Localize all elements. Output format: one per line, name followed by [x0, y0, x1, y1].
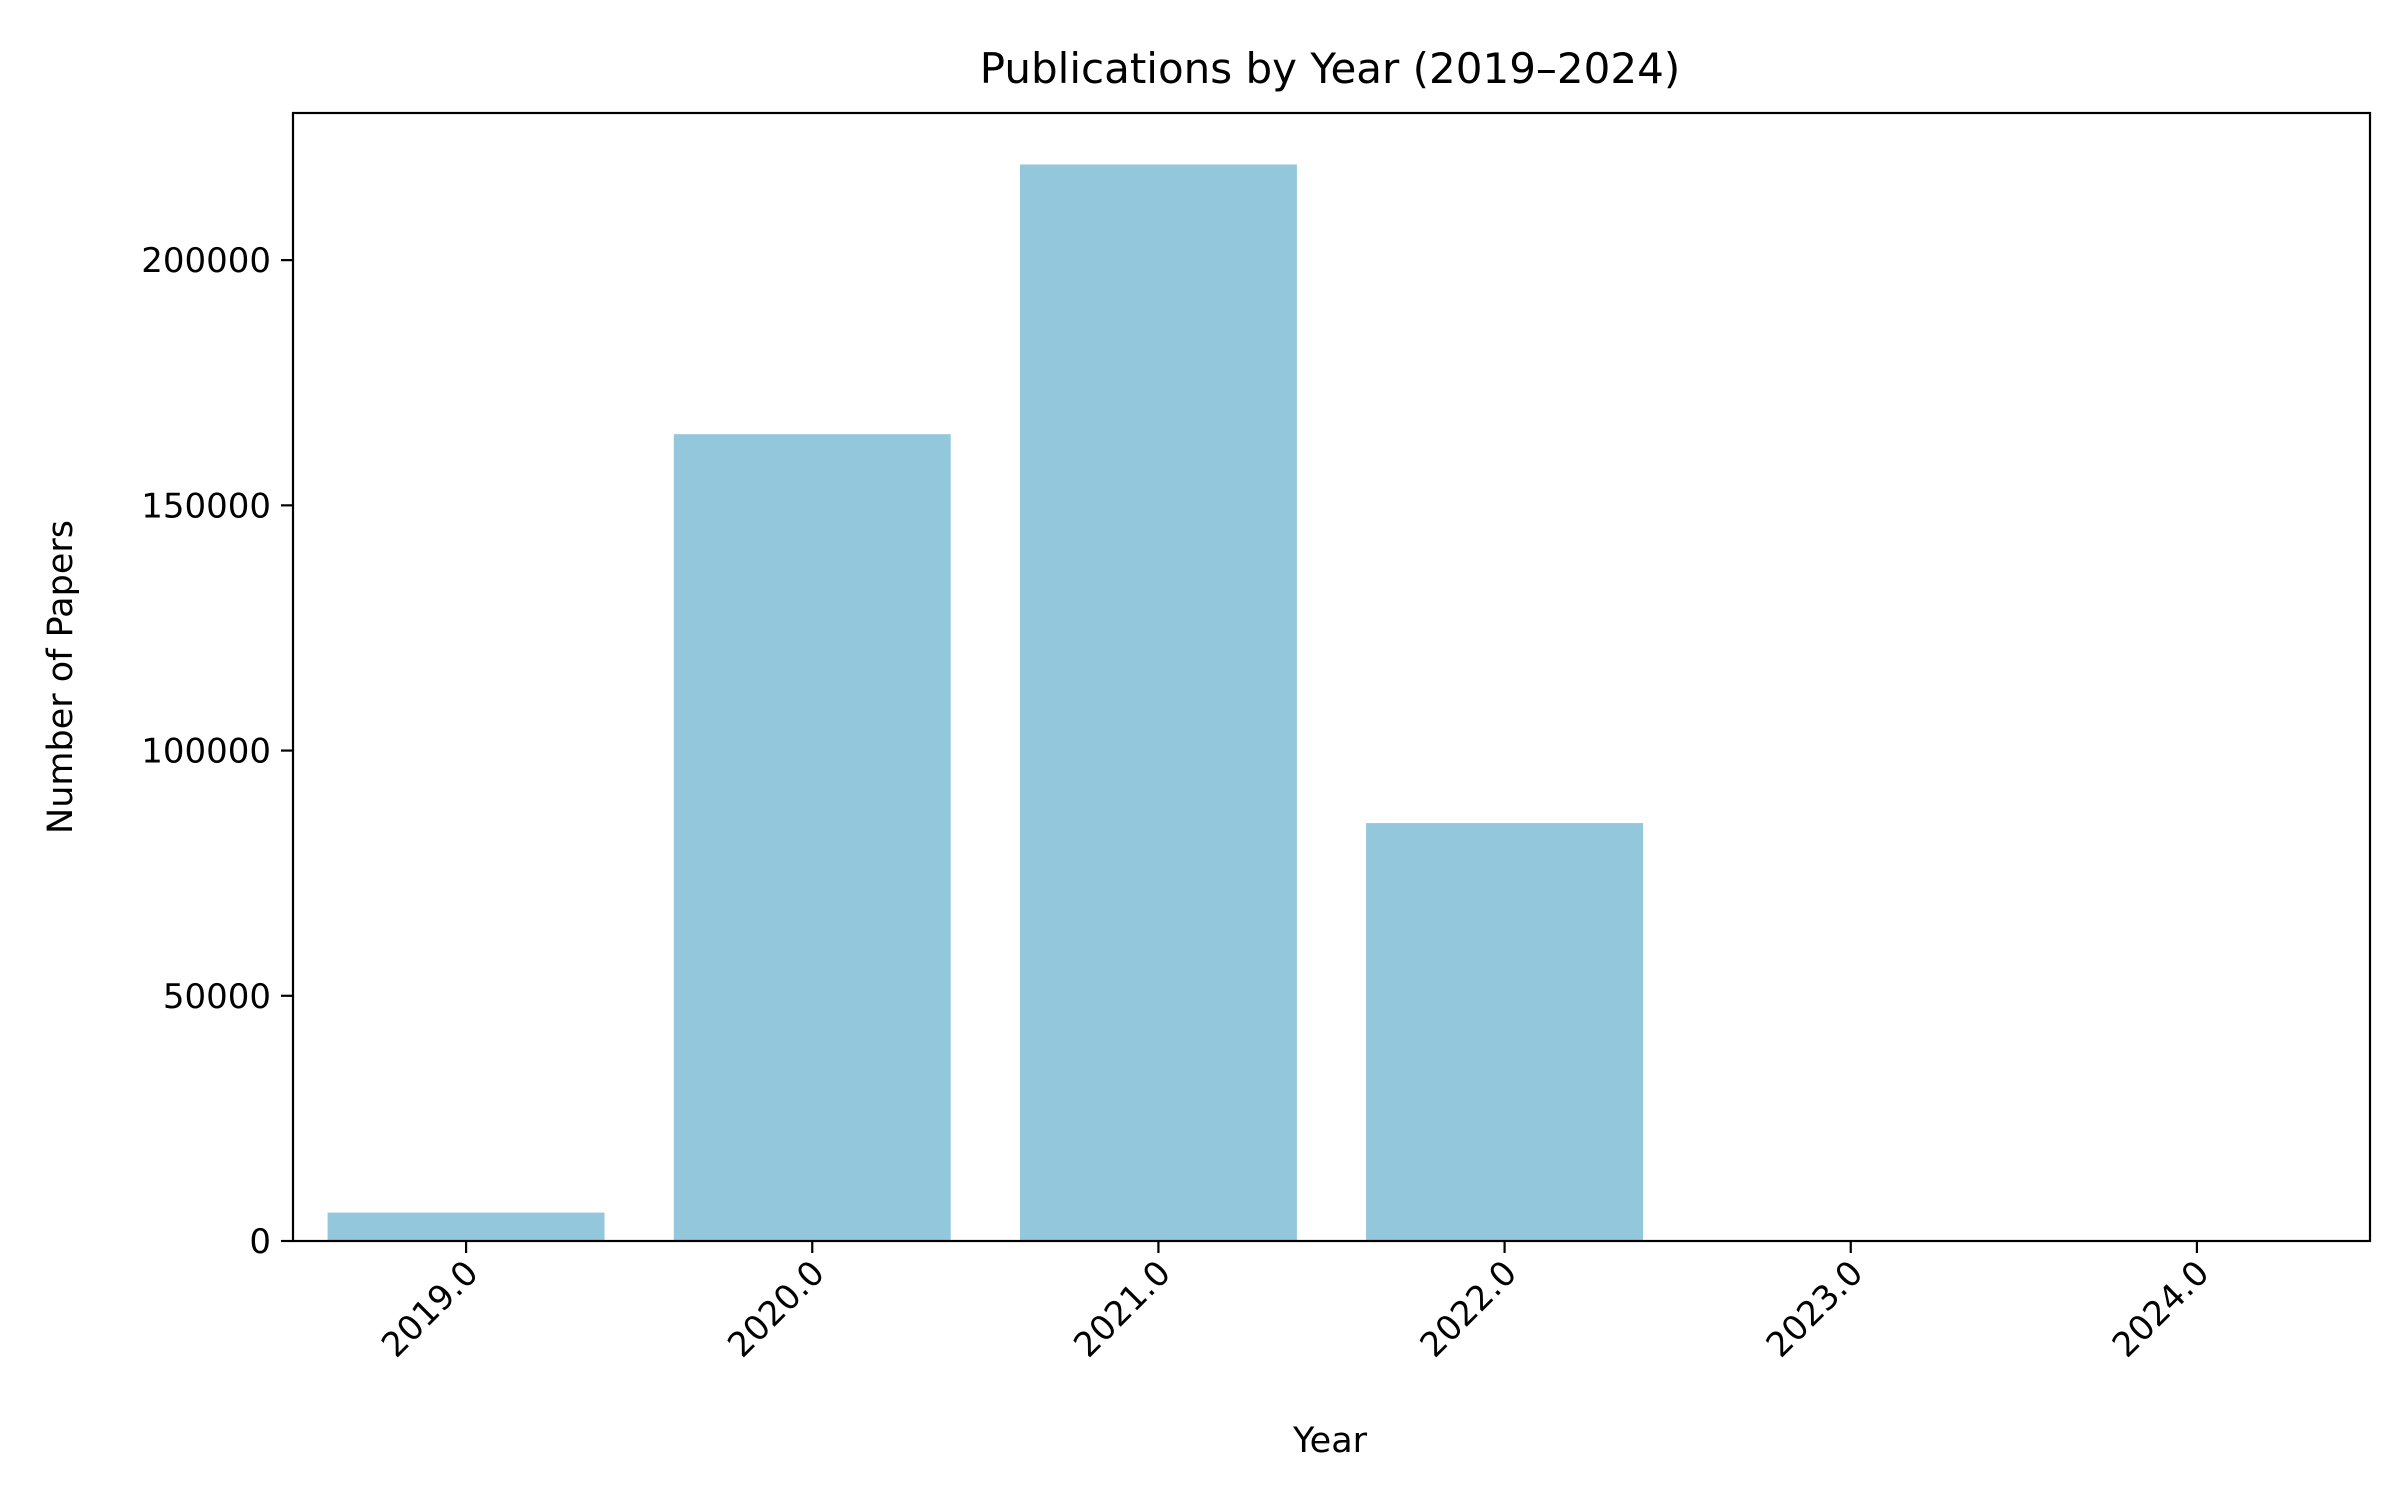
plot-frame: [291, 111, 2372, 1243]
x-tick-label: 2021.0: [1066, 1253, 1178, 1365]
x-tick-label: 2023.0: [1759, 1253, 1871, 1365]
chart-title: Publications by Year (2019–2024): [980, 44, 1680, 93]
x-tick-label: 2022.0: [1413, 1253, 1525, 1365]
x-axis: 2019.0 2020.0 2021.0 2022.0 2023.0 2024.0: [374, 1241, 2217, 1365]
bar-2022.0: [1366, 823, 1643, 1241]
y-tick-label: 100000: [141, 732, 271, 772]
y-axis: 0 50000 100000 150000 200000: [141, 241, 293, 1262]
bar-2019.0: [327, 1212, 605, 1241]
y-tick-label: 150000: [141, 486, 271, 526]
x-tick-label: 2020.0: [720, 1253, 832, 1365]
x-tick-label: 2019.0: [374, 1253, 486, 1365]
x-axis-label: Year: [1292, 1421, 1368, 1461]
y-tick-label: 0: [249, 1222, 271, 1262]
y-tick-label: 200000: [141, 241, 271, 281]
bar-2020.0: [673, 434, 951, 1241]
y-axis-label: Number of Papers: [41, 520, 81, 834]
bar-2021.0: [1020, 164, 1297, 1241]
bars-layer: [327, 164, 1643, 1241]
x-tick-label: 2024.0: [2105, 1253, 2217, 1365]
y-tick-label: 50000: [163, 977, 271, 1017]
